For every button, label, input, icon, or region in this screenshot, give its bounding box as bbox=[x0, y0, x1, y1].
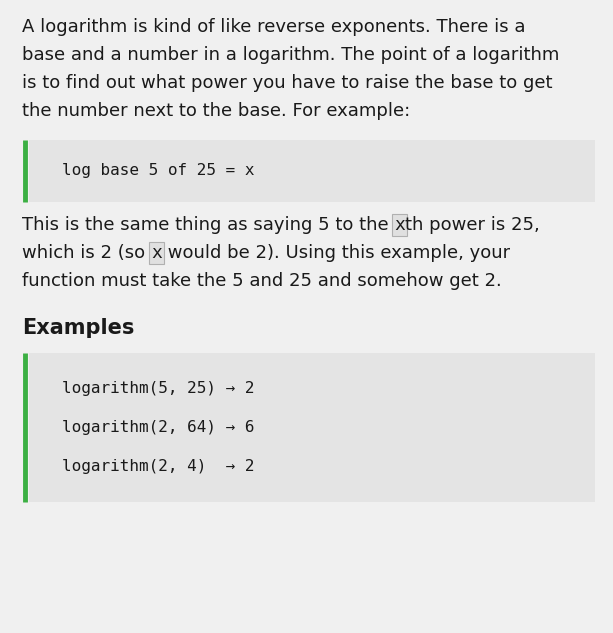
Text: logarithm(2, 64) → 6: logarithm(2, 64) → 6 bbox=[62, 420, 254, 435]
Text: x: x bbox=[151, 244, 162, 262]
Text: th power is 25,: th power is 25, bbox=[405, 216, 540, 234]
Text: log base 5 of 25 = x: log base 5 of 25 = x bbox=[62, 163, 254, 179]
FancyBboxPatch shape bbox=[29, 140, 595, 202]
Text: which is 2 (so: which is 2 (so bbox=[22, 244, 151, 262]
FancyBboxPatch shape bbox=[392, 214, 407, 236]
Text: logarithm(2, 4)  → 2: logarithm(2, 4) → 2 bbox=[62, 459, 254, 474]
Text: the number next to the base. For example:: the number next to the base. For example… bbox=[22, 102, 410, 120]
Text: This is the same thing as saying 5 to the: This is the same thing as saying 5 to th… bbox=[22, 216, 394, 234]
Text: A logarithm is kind of like reverse exponents. There is a: A logarithm is kind of like reverse expo… bbox=[22, 18, 525, 36]
Text: function must take the 5 and 25 and somehow get 2.: function must take the 5 and 25 and some… bbox=[22, 272, 502, 290]
FancyBboxPatch shape bbox=[29, 353, 595, 502]
Text: x: x bbox=[394, 216, 405, 234]
Text: logarithm(5, 25) → 2: logarithm(5, 25) → 2 bbox=[62, 381, 254, 396]
Text: base and a number in a logarithm. The point of a logarithm: base and a number in a logarithm. The po… bbox=[22, 46, 560, 64]
Text: would be 2). Using this example, your: would be 2). Using this example, your bbox=[162, 244, 510, 262]
FancyBboxPatch shape bbox=[149, 242, 164, 264]
Text: is to find out what power you have to raise the base to get: is to find out what power you have to ra… bbox=[22, 74, 552, 92]
Text: Examples: Examples bbox=[22, 318, 134, 338]
